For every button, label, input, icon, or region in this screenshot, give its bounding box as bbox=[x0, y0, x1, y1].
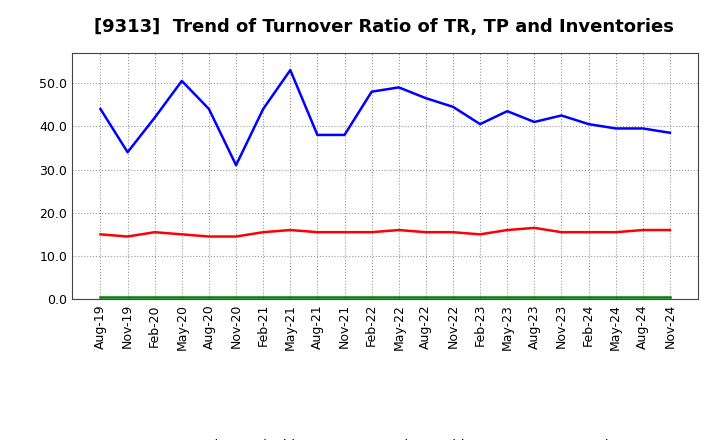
Trade Payables bbox=[421, 95, 430, 101]
Inventories bbox=[232, 294, 240, 300]
Trade Receivables bbox=[611, 230, 620, 235]
Trade Payables bbox=[123, 150, 132, 155]
Trade Receivables bbox=[286, 227, 294, 233]
Inventories bbox=[395, 294, 403, 300]
Trade Payables bbox=[259, 106, 268, 112]
Inventories bbox=[639, 294, 647, 300]
Line: Trade Receivables: Trade Receivables bbox=[101, 228, 670, 237]
Inventories bbox=[503, 294, 511, 300]
Trade Receivables bbox=[530, 225, 539, 231]
Text: [9313]  Trend of Turnover Ratio of TR, TP and Inventories: [9313] Trend of Turnover Ratio of TR, TP… bbox=[94, 18, 673, 36]
Trade Receivables bbox=[204, 234, 213, 239]
Trade Receivables bbox=[476, 232, 485, 237]
Trade Payables bbox=[584, 121, 593, 127]
Trade Payables bbox=[639, 126, 647, 131]
Trade Payables bbox=[395, 85, 403, 90]
Trade Receivables bbox=[123, 234, 132, 239]
Trade Receivables bbox=[150, 230, 159, 235]
Trade Payables bbox=[96, 106, 105, 112]
Inventories bbox=[557, 294, 566, 300]
Inventories bbox=[530, 294, 539, 300]
Trade Receivables bbox=[367, 230, 376, 235]
Trade Payables bbox=[530, 119, 539, 125]
Inventories bbox=[259, 294, 268, 300]
Trade Payables bbox=[611, 126, 620, 131]
Inventories bbox=[313, 294, 322, 300]
Trade Payables bbox=[178, 78, 186, 84]
Trade Payables bbox=[449, 104, 457, 110]
Trade Payables bbox=[204, 106, 213, 112]
Inventories bbox=[123, 294, 132, 300]
Line: Trade Payables: Trade Payables bbox=[101, 70, 670, 165]
Trade Payables bbox=[665, 130, 674, 136]
Inventories bbox=[204, 294, 213, 300]
Trade Receivables bbox=[665, 227, 674, 233]
Trade Payables bbox=[557, 113, 566, 118]
Inventories bbox=[341, 294, 349, 300]
Trade Payables bbox=[313, 132, 322, 138]
Trade Receivables bbox=[449, 230, 457, 235]
Trade Payables bbox=[476, 121, 485, 127]
Trade Receivables bbox=[395, 227, 403, 233]
Trade Receivables bbox=[232, 234, 240, 239]
Inventories bbox=[178, 294, 186, 300]
Legend: Trade Receivables, Trade Payables, Inventories: Trade Receivables, Trade Payables, Inven… bbox=[141, 434, 629, 440]
Inventories bbox=[96, 294, 105, 300]
Trade Receivables bbox=[421, 230, 430, 235]
Trade Receivables bbox=[639, 227, 647, 233]
Trade Receivables bbox=[96, 232, 105, 237]
Trade Payables bbox=[232, 162, 240, 168]
Trade Receivables bbox=[557, 230, 566, 235]
Inventories bbox=[421, 294, 430, 300]
Inventories bbox=[150, 294, 159, 300]
Trade Payables bbox=[367, 89, 376, 94]
Inventories bbox=[665, 294, 674, 300]
Trade Receivables bbox=[259, 230, 268, 235]
Inventories bbox=[611, 294, 620, 300]
Inventories bbox=[476, 294, 485, 300]
Trade Receivables bbox=[584, 230, 593, 235]
Inventories bbox=[449, 294, 457, 300]
Inventories bbox=[584, 294, 593, 300]
Trade Receivables bbox=[503, 227, 511, 233]
Trade Receivables bbox=[341, 230, 349, 235]
Trade Payables bbox=[286, 67, 294, 73]
Inventories bbox=[286, 294, 294, 300]
Trade Payables bbox=[341, 132, 349, 138]
Trade Payables bbox=[150, 115, 159, 120]
Trade Receivables bbox=[313, 230, 322, 235]
Trade Receivables bbox=[178, 232, 186, 237]
Trade Payables bbox=[503, 109, 511, 114]
Inventories bbox=[367, 294, 376, 300]
